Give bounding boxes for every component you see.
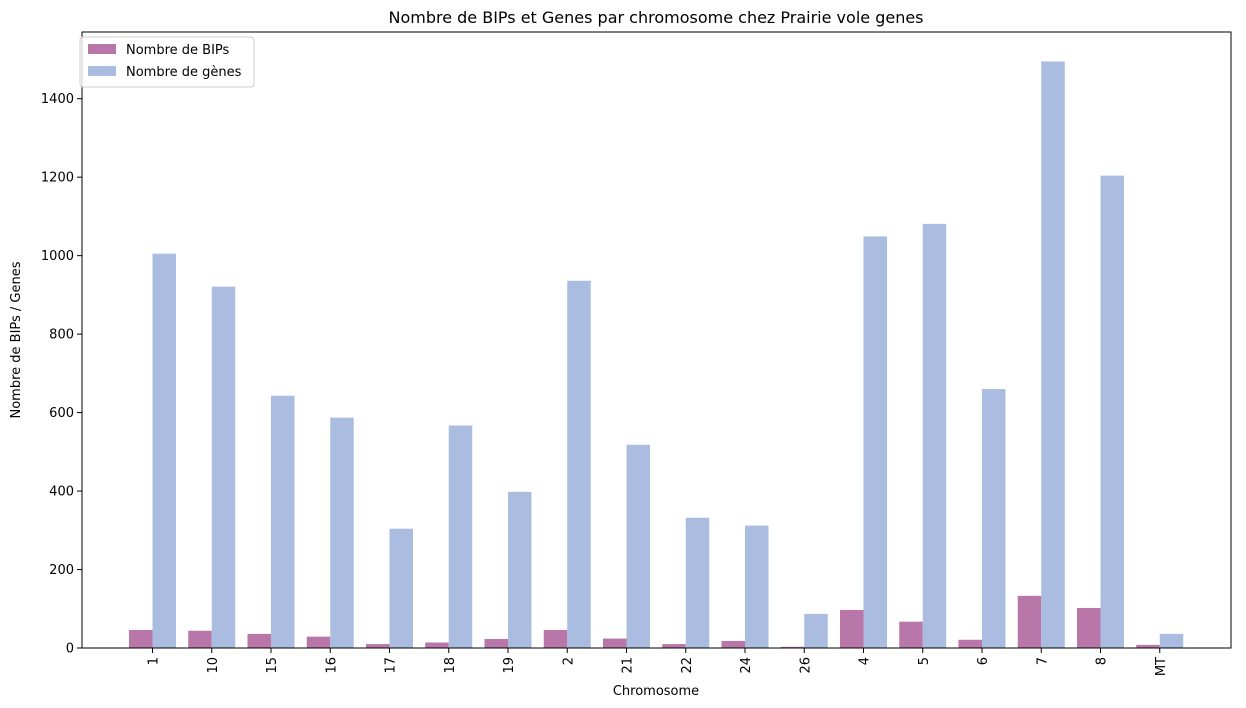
x-tick-label: 2 xyxy=(561,657,576,665)
x-tick-label: 22 xyxy=(680,657,695,674)
y-axis: 0 200 400 600 800 1000 1200 1400 xyxy=(41,92,82,657)
legend-label-genes: Nombre de gènes xyxy=(126,65,242,80)
bar-genes-7 xyxy=(1041,61,1065,648)
x-tick-label: 10 xyxy=(206,657,221,674)
y-axis-label: Nombre de BIPs / Genes xyxy=(9,261,24,418)
legend: Nombre de BIPs Nombre de gènes xyxy=(79,36,255,88)
bar-bips-7 xyxy=(1017,595,1042,648)
bar-genes-2 xyxy=(567,280,591,648)
bar-genes-10 xyxy=(211,286,236,648)
bar-bips-24 xyxy=(721,640,745,648)
bar-genes-26 xyxy=(804,613,828,648)
x-tick-label: 16 xyxy=(324,657,339,674)
bar-bips-1 xyxy=(129,629,153,648)
y-tick-label: 200 xyxy=(49,563,74,578)
legend-swatch-bips xyxy=(88,44,116,54)
bar-bips-21 xyxy=(603,638,627,648)
bar-genes-5 xyxy=(922,223,947,648)
bar-bips-8 xyxy=(1077,607,1101,648)
chart-title: Nombre de BIPs et Genes par chromosome c… xyxy=(388,8,923,27)
x-tick-label: 18 xyxy=(443,657,458,674)
y-tick-label: 1400 xyxy=(41,92,74,107)
x-tick-label: 24 xyxy=(739,657,754,674)
y-tick-label: 800 xyxy=(49,328,74,343)
bar-bips-10 xyxy=(188,630,212,648)
legend-label-bips: Nombre de BIPs xyxy=(126,43,230,58)
y-tick-label: 1000 xyxy=(41,249,74,264)
bar-bips-15 xyxy=(247,633,271,648)
bar-genes-1 xyxy=(152,253,176,649)
x-tick-label: MT xyxy=(1154,657,1169,676)
x-tick-label: 4 xyxy=(858,657,873,665)
bar-genes-MT xyxy=(1159,633,1184,648)
x-axis: 1 10 15 16 17 18 19 2 21 22 24 26 4 5 6 7 8 MT xyxy=(147,648,1169,676)
x-tick-label: 21 xyxy=(621,657,636,674)
bar-bips-26 xyxy=(780,646,805,648)
x-tick-label: 1 xyxy=(147,657,162,665)
x-tick-label: 7 xyxy=(1035,657,1050,665)
bar-bips-19 xyxy=(484,638,508,648)
bar-genes-17 xyxy=(389,528,413,648)
bar-genes-22 xyxy=(685,517,710,648)
y-tick-label: 1200 xyxy=(41,171,74,186)
bar-genes-4 xyxy=(863,236,887,648)
legend-swatch-genes xyxy=(88,66,116,76)
legend-box xyxy=(79,36,255,88)
bar-genes-18 xyxy=(448,425,473,648)
x-tick-label: 8 xyxy=(1095,657,1110,665)
y-tick-label: 400 xyxy=(49,485,74,500)
y-tick-label: 600 xyxy=(49,406,74,421)
bar-genes-21 xyxy=(626,444,650,648)
bar-genes-15 xyxy=(271,395,295,648)
axes-frame xyxy=(81,31,1232,649)
x-tick-label: 26 xyxy=(798,657,813,674)
x-tick-label: 17 xyxy=(384,657,399,674)
bar-bips-2 xyxy=(543,629,568,648)
bar-bips-MT xyxy=(1136,644,1160,648)
bar-bips-22 xyxy=(662,644,686,648)
x-tick-label: 6 xyxy=(976,657,991,665)
bar-genes-8 xyxy=(1100,175,1124,649)
bar-bips-4 xyxy=(840,609,864,648)
bar-bips-5 xyxy=(899,621,923,648)
plot-area xyxy=(129,61,1184,649)
bar-bips-18 xyxy=(425,642,449,648)
bar-genes-19 xyxy=(508,491,532,648)
bar-bips-17 xyxy=(366,644,390,648)
x-tick-label: 19 xyxy=(502,657,517,674)
bar-bips-6 xyxy=(958,639,982,648)
y-tick-label: 0 xyxy=(66,642,74,657)
bar-genes-6 xyxy=(982,389,1006,648)
x-tick-label: 5 xyxy=(917,657,932,665)
x-axis-label: Chromosome xyxy=(613,684,699,699)
bar-bips-16 xyxy=(306,636,331,648)
bar-genes-16 xyxy=(330,417,354,648)
x-tick-label: 15 xyxy=(265,657,280,674)
bar-genes-24 xyxy=(745,525,769,648)
